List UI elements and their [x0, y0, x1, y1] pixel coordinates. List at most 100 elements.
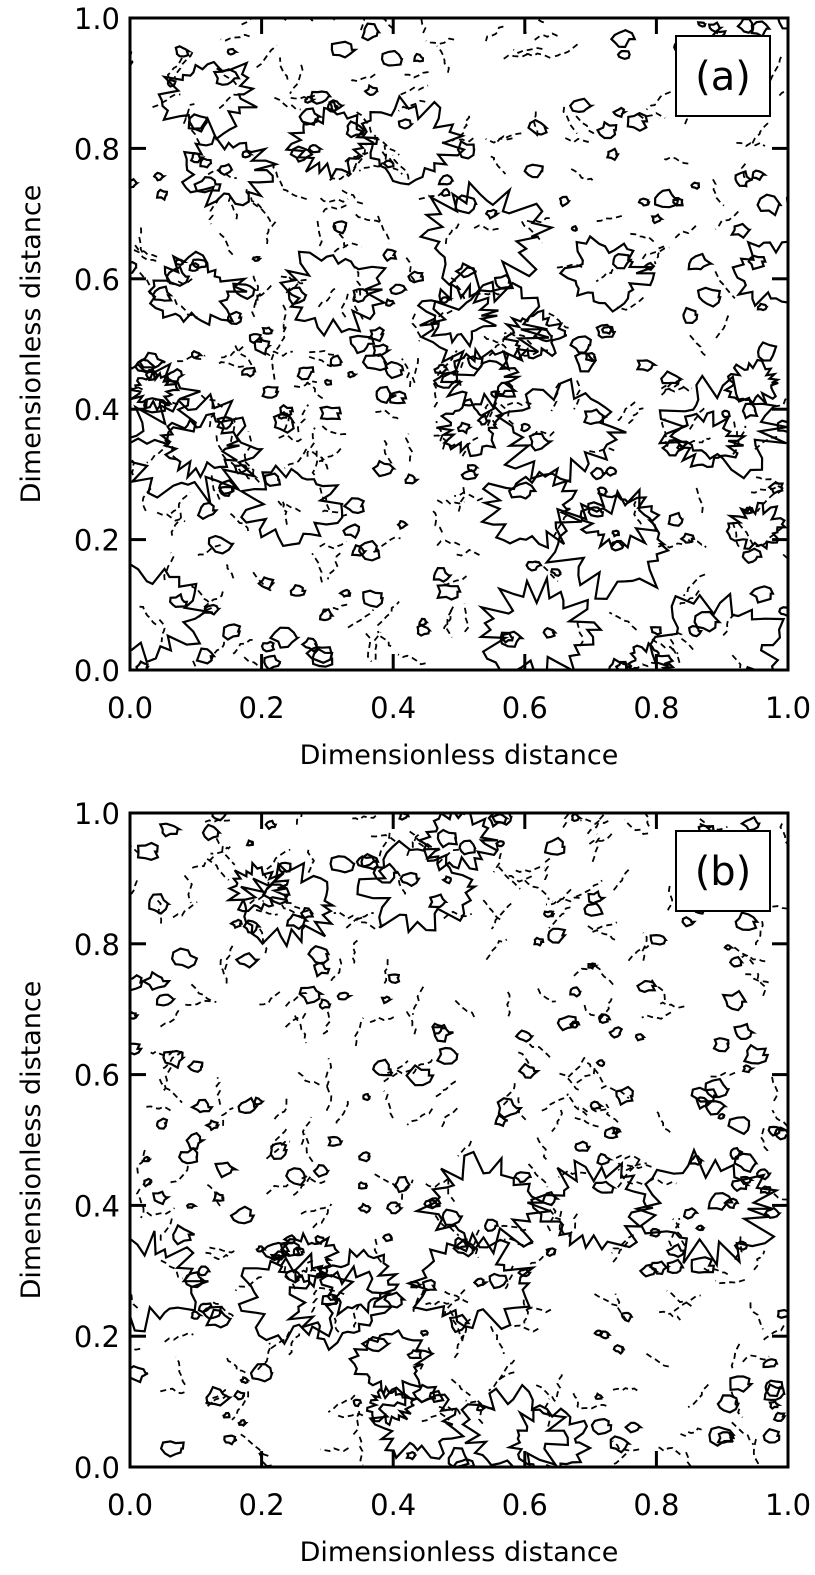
contour-line [635, 359, 659, 373]
contour-line [520, 422, 532, 433]
contour-line [570, 813, 584, 822]
contour-line [717, 1112, 726, 1120]
x-tick-label: 0.0 [107, 691, 153, 725]
contour-line-dashed [411, 313, 422, 342]
contour-line-dashed [266, 1182, 290, 1195]
contour-line-dashed [445, 609, 453, 638]
contour-line [158, 412, 240, 481]
contour-line-dashed [630, 232, 655, 243]
contour-line [298, 107, 325, 126]
contour-line [494, 381, 517, 398]
contour-line [608, 657, 629, 670]
contour-line-dashed [345, 153, 364, 176]
contour-line [452, 1240, 478, 1258]
contour-line-dashed [152, 93, 181, 109]
contour-line [421, 1278, 438, 1292]
contour-line-dashed [559, 1072, 580, 1091]
contour-line-dashed [551, 1109, 563, 1133]
contour-line-dashed [460, 1318, 472, 1343]
contour-line-dashed [136, 1147, 147, 1174]
contour-line-dashed [191, 583, 213, 606]
contour-line [650, 213, 665, 225]
contour-line [289, 145, 314, 163]
contour-line [329, 354, 344, 367]
contour-line-dashed [215, 1076, 222, 1105]
contour-line-dashed [130, 1347, 141, 1351]
contour-line-dashed [290, 1176, 312, 1198]
contour-line-dashed [755, 921, 764, 948]
contour-line [493, 273, 512, 290]
contour-line [207, 534, 235, 555]
y-tick-label: 1.0 [74, 797, 120, 831]
x-tick-label: 0.4 [370, 1488, 416, 1522]
contour-line-dashed [558, 1169, 587, 1179]
contour-line-dashed [731, 521, 743, 551]
contour-line [130, 367, 181, 412]
contour-line-dashed [600, 1085, 630, 1099]
contour-line-dashed [645, 1352, 672, 1370]
contour-line [404, 473, 421, 485]
contour-line [352, 1398, 363, 1408]
contour-line [558, 234, 656, 313]
contour-line [653, 188, 680, 209]
contour-line-dashed [404, 433, 414, 462]
contour-line [494, 377, 627, 484]
contour-line [388, 283, 408, 296]
contour-line-dashed [391, 154, 410, 180]
contour-line-dashed [498, 1358, 517, 1381]
contour-line [201, 823, 223, 842]
contour-line [527, 118, 550, 136]
contour-line-dashed [275, 497, 301, 513]
contour-line-dashed [527, 1163, 549, 1188]
contour-line-dashed [326, 1086, 333, 1115]
contour-line-dashed [166, 57, 183, 79]
contour-line [371, 459, 397, 478]
contour-line-dashed [435, 1079, 460, 1098]
contour-line-dashed [219, 955, 228, 984]
contour-line-dashed [756, 488, 784, 513]
contour-line [372, 343, 393, 357]
contour-line [307, 944, 331, 966]
y-tick-label: 0.8 [74, 928, 120, 962]
contour-line [505, 1404, 593, 1467]
contour-line [382, 248, 398, 263]
contour-line [285, 1167, 307, 1187]
contour-line-dashed [244, 461, 263, 485]
contour-line [747, 254, 767, 271]
contour-line-dashed [658, 378, 682, 398]
contour-line [634, 1033, 647, 1042]
contour-line-dashed [410, 1058, 433, 1076]
contour-line-dashed [548, 1209, 566, 1235]
contour-line [330, 40, 359, 59]
contour-line [477, 574, 604, 670]
contour-line-dashed [375, 408, 402, 422]
contour-line-dashed [325, 1057, 333, 1087]
y-tick-label: 0.8 [74, 132, 120, 166]
contour-line-dashed [548, 312, 569, 329]
contour-line-dashed [133, 249, 158, 265]
contour-line [456, 421, 473, 435]
contour-line [399, 871, 421, 888]
contour-line-dashed [623, 819, 649, 835]
contour-line-dashed [360, 18, 366, 31]
contour-line-dashed [637, 111, 666, 120]
contour-line [501, 631, 515, 644]
contour-line-dashed [280, 903, 304, 920]
contour-line-dashed [612, 867, 631, 891]
contour-line [517, 1062, 541, 1079]
x-tick-label: 0.2 [239, 691, 285, 725]
contour-line-dashed [208, 197, 220, 225]
contour-line [255, 1245, 267, 1253]
contour-line [189, 151, 206, 164]
contour-line-dashed [722, 612, 737, 637]
contour-line-dashed [394, 1179, 414, 1208]
contour-line-dashed [555, 1370, 563, 1398]
contour-line-dashed [660, 384, 690, 393]
y-tick-label: 0.4 [74, 1189, 120, 1223]
contour-line-dashed [688, 405, 707, 430]
contour-line-dashed [559, 1206, 566, 1235]
contour-line-dashed [537, 988, 556, 1003]
contour-line-dashed [281, 188, 307, 200]
contour-line-dashed [436, 45, 450, 73]
panel-label-box [675, 830, 771, 912]
